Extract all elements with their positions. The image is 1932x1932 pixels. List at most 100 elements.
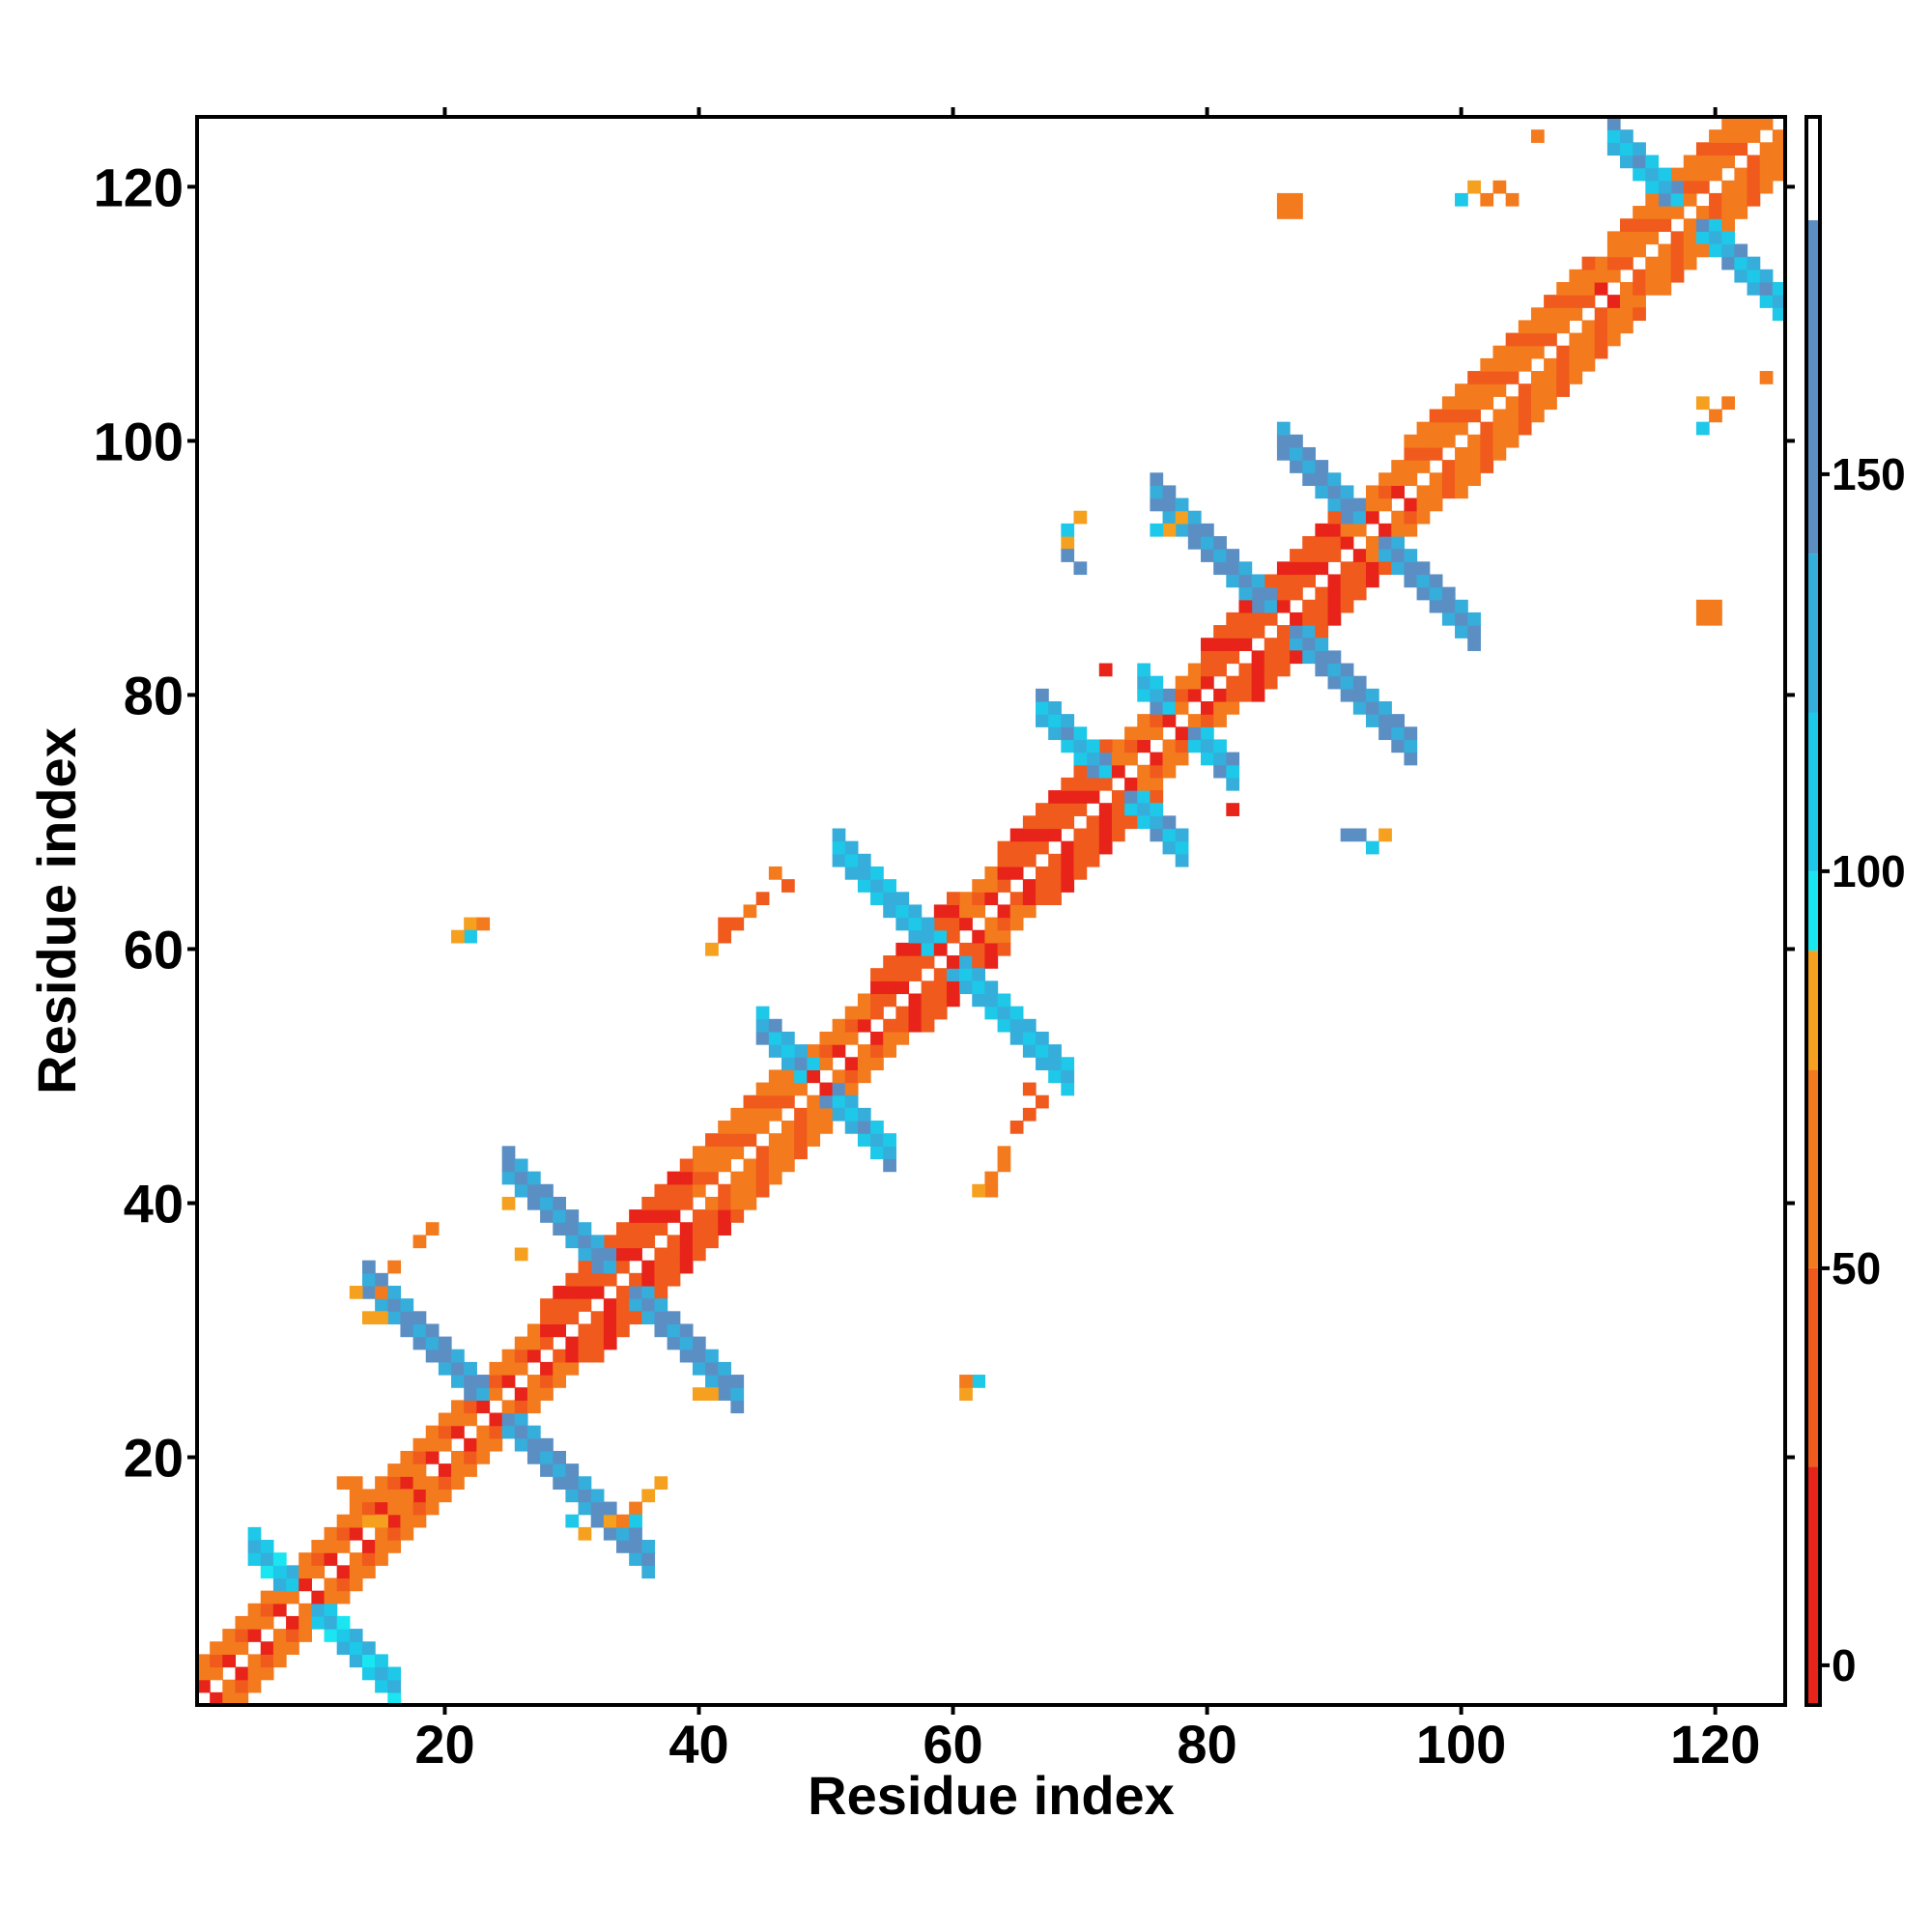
heatmap-cell xyxy=(730,1121,745,1134)
heatmap-cell xyxy=(1315,472,1329,487)
heatmap-cell xyxy=(1137,663,1151,677)
heatmap-cell xyxy=(1467,371,1481,384)
heatmap-cell xyxy=(1734,129,1748,143)
heatmap-cell xyxy=(692,1146,706,1160)
heatmap-cell xyxy=(1162,688,1177,702)
heatmap-cell xyxy=(679,1260,694,1274)
heatmap-cell xyxy=(857,866,871,880)
heatmap-cell xyxy=(1124,803,1138,816)
heatmap-cell xyxy=(972,892,986,906)
heatmap-cell xyxy=(1404,434,1418,448)
heatmap-cell xyxy=(1721,256,1735,270)
heatmap-cell xyxy=(375,1666,388,1681)
heatmap-cell xyxy=(755,1146,770,1160)
heatmap-cell xyxy=(972,1183,986,1198)
heatmap-cell xyxy=(1327,536,1342,550)
heatmap-cell xyxy=(489,1375,503,1388)
heatmap-cell xyxy=(946,892,960,906)
heatmap-cell xyxy=(629,1235,642,1249)
heatmap-cell xyxy=(679,1196,694,1210)
heatmap-cell xyxy=(1175,840,1189,855)
heatmap-cell xyxy=(260,1666,274,1681)
x-tick-label: 40 xyxy=(668,1714,728,1775)
colorbar-tick-label: 100 xyxy=(1832,846,1906,896)
heatmap-cell xyxy=(540,1323,554,1338)
heatmap-cell xyxy=(1340,485,1354,499)
heatmap-cell xyxy=(1518,332,1532,347)
heatmap-cell xyxy=(1302,549,1316,562)
heatmap-cell xyxy=(1721,231,1735,245)
heatmap-cell xyxy=(197,1679,211,1693)
heatmap-cell xyxy=(1404,561,1418,576)
heatmap-cell xyxy=(705,1387,719,1401)
heatmap-cell xyxy=(1544,332,1557,347)
heatmap-cell xyxy=(641,1565,656,1579)
heatmap-cell xyxy=(705,1133,719,1147)
heatmap-cell xyxy=(1315,523,1329,537)
heatmap-cell xyxy=(1492,446,1507,461)
heatmap-cell xyxy=(336,1577,351,1592)
heatmap-cell xyxy=(1544,320,1557,334)
heatmap-cell xyxy=(578,1272,592,1287)
heatmap-cell xyxy=(1391,726,1406,741)
heatmap-cell xyxy=(1365,536,1379,550)
heatmap-cell xyxy=(616,1311,630,1325)
heatmap-cell xyxy=(1606,256,1621,270)
heatmap-cell xyxy=(1429,586,1443,601)
heatmap-cell xyxy=(1022,1044,1037,1058)
heatmap-cell xyxy=(1670,231,1685,245)
heatmap-cell xyxy=(526,1400,541,1414)
heatmap-cell xyxy=(311,1565,326,1579)
heatmap-cell xyxy=(1505,371,1520,384)
heatmap-cell xyxy=(1759,295,1774,308)
heatmap-cell xyxy=(1327,485,1342,499)
heatmap-cell xyxy=(400,1489,414,1503)
heatmap-cell xyxy=(1556,320,1571,334)
heatmap-cell xyxy=(1480,434,1494,448)
heatmap-cell xyxy=(1467,446,1481,461)
heatmap-cells xyxy=(197,117,1786,1706)
heatmap-cell xyxy=(1251,611,1265,626)
heatmap-cell xyxy=(412,1476,427,1491)
heatmap-cell xyxy=(667,1235,681,1249)
heatmap-cell xyxy=(1175,523,1189,537)
heatmap-cell xyxy=(1022,904,1037,919)
heatmap-cell xyxy=(1048,714,1062,727)
heatmap-cell xyxy=(553,1361,567,1376)
heatmap-cell xyxy=(1086,840,1100,855)
heatmap-cell xyxy=(883,955,896,969)
heatmap-cell xyxy=(718,1183,731,1198)
heatmap-cell xyxy=(692,1183,706,1198)
heatmap-cell xyxy=(984,917,999,931)
heatmap-cell xyxy=(1213,764,1227,779)
heatmap-cell xyxy=(1352,549,1367,562)
heatmap-cell xyxy=(1022,853,1037,867)
plot-frame xyxy=(195,115,1787,1707)
heatmap-cell xyxy=(1416,586,1431,601)
heatmap-cell xyxy=(616,1285,630,1299)
heatmap-cell xyxy=(1378,549,1392,562)
heatmap-cell xyxy=(1137,714,1151,727)
heatmap-cell xyxy=(1009,1006,1024,1020)
colorbar-band xyxy=(1806,1466,1820,1705)
heatmap-cell xyxy=(1340,536,1354,550)
heatmap-cell xyxy=(565,1285,580,1299)
heatmap-cell xyxy=(1530,409,1545,423)
heatmap-cell xyxy=(1378,536,1392,550)
heatmap-cell xyxy=(895,892,910,906)
heatmap-cell xyxy=(1150,688,1164,702)
heatmap-cell xyxy=(1556,281,1571,296)
heatmap-cell xyxy=(1378,726,1392,741)
heatmap-cell xyxy=(641,1489,656,1503)
heatmap-cell xyxy=(590,1501,605,1516)
heatmap-cell xyxy=(1086,764,1100,779)
heatmap-cell xyxy=(1073,726,1088,741)
heatmap-cell xyxy=(870,1121,884,1134)
heatmap-cell xyxy=(629,1514,642,1528)
heatmap-cell xyxy=(984,879,999,893)
heatmap-cell xyxy=(1036,840,1049,855)
heatmap-cell xyxy=(210,1691,223,1706)
heatmap-cell xyxy=(1111,739,1125,753)
heatmap-cell xyxy=(1772,167,1786,182)
heatmap-cell xyxy=(1137,815,1151,830)
